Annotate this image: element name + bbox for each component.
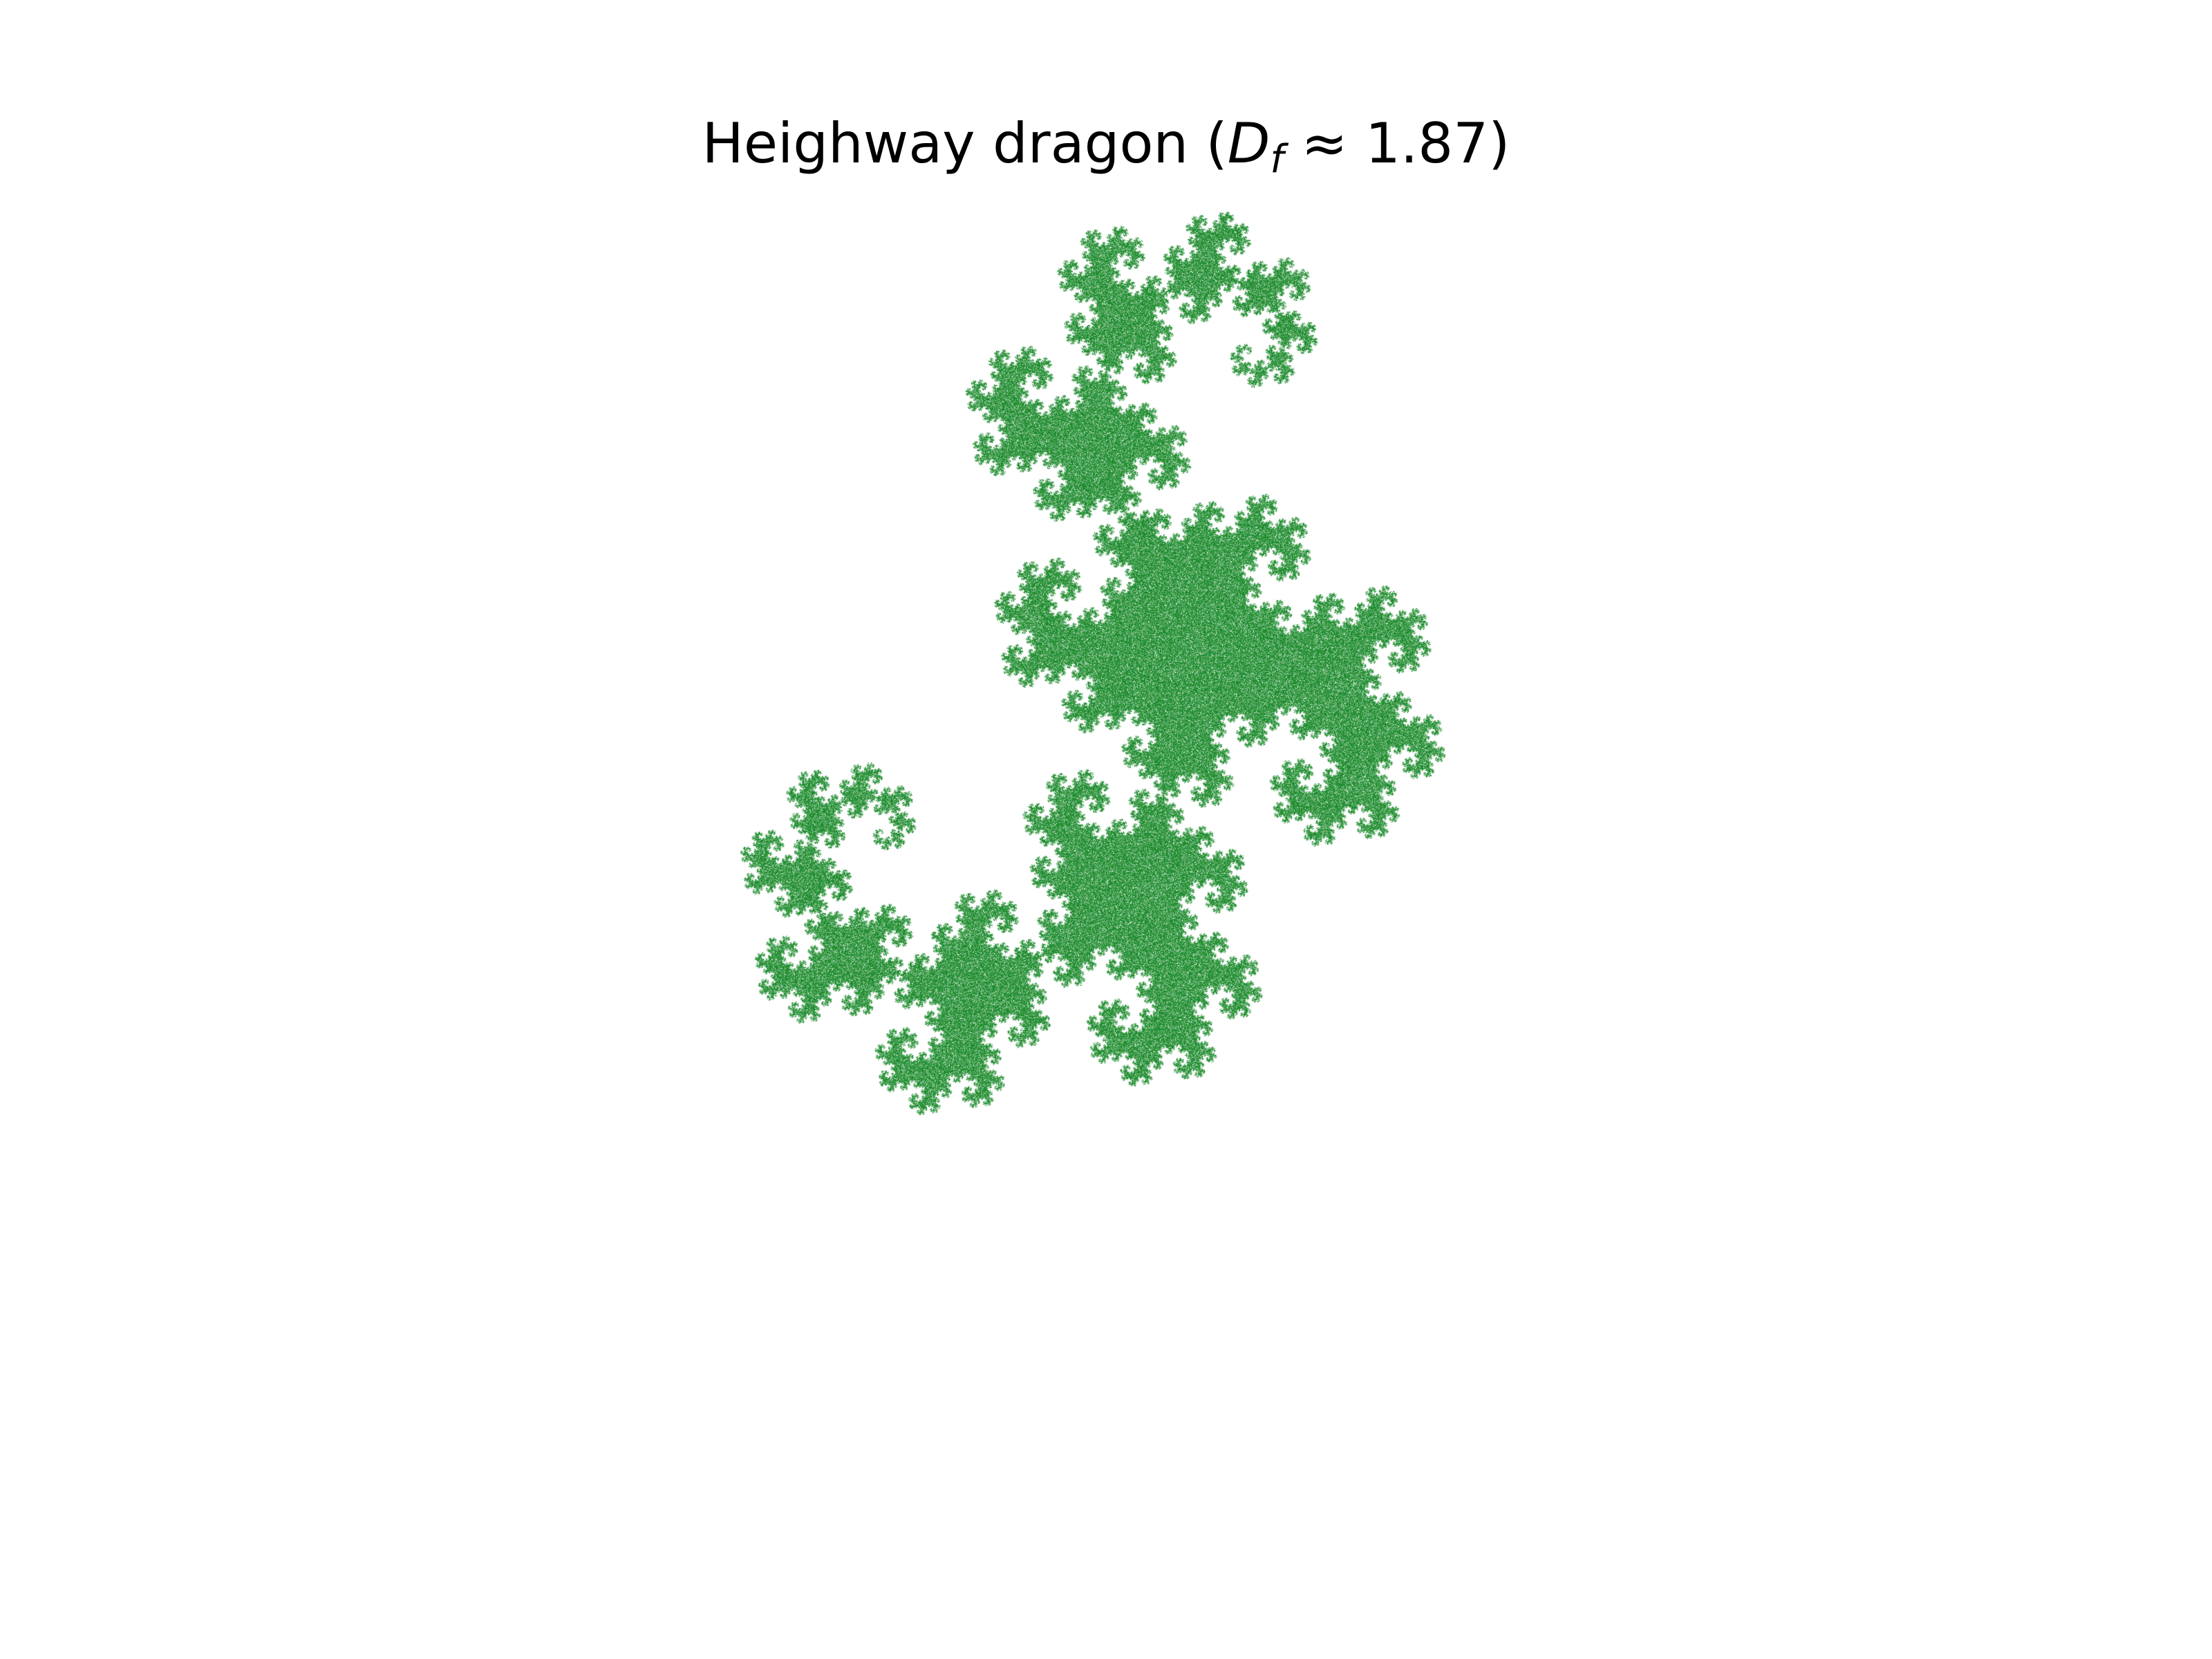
title-symbol: D [1227,111,1271,176]
title-text-after: ≈ 1.87) [1284,111,1510,176]
title-subscript: f [1270,137,1284,182]
figure-title: Heighway dragon (Df ≈ 1.87) [0,116,2212,179]
title-text-before: Heighway dragon ( [702,111,1228,176]
